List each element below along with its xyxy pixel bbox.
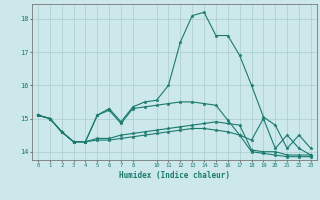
X-axis label: Humidex (Indice chaleur): Humidex (Indice chaleur) xyxy=(119,171,230,180)
